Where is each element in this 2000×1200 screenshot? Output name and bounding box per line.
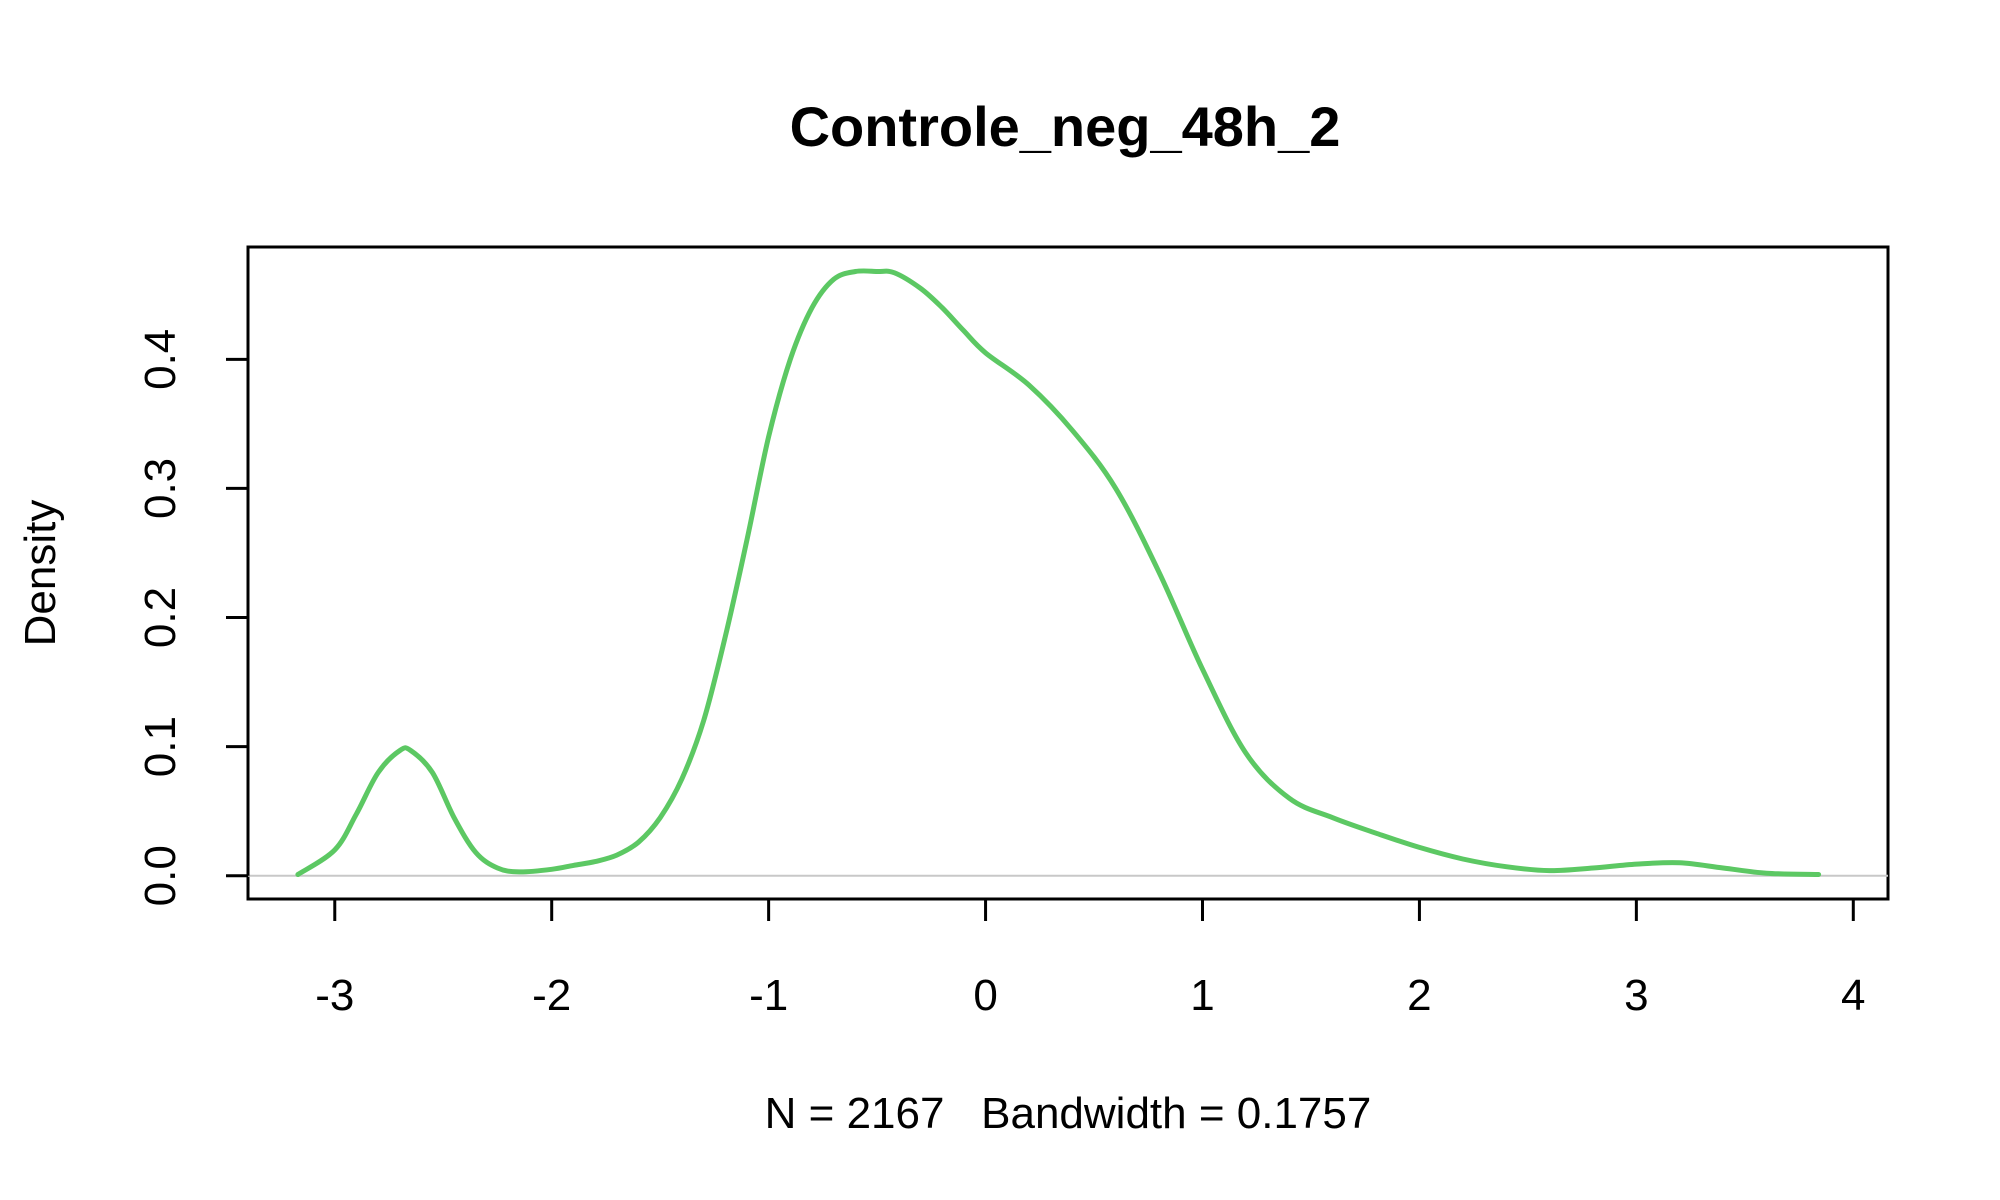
plot-frame [246, 245, 1890, 901]
x-tick-label: 4 [1841, 971, 1865, 1020]
x-tick-label: -2 [532, 971, 571, 1020]
y-tick-label: 0.2 [136, 587, 185, 648]
x-tick-label: 2 [1407, 971, 1431, 1020]
y-axis-label: Density [16, 500, 65, 647]
x-tick-label: -1 [749, 971, 788, 1020]
y-tick-label: 0.1 [136, 716, 185, 777]
y-tick-label: 0.4 [136, 329, 185, 390]
chart-title: Controle_neg_48h_2 [790, 95, 1341, 158]
x-tick-label: 3 [1624, 971, 1648, 1020]
y-tick-label: 0.3 [136, 458, 185, 519]
y-axis: 0.0 0.1 0.2 0.3 0.4 [136, 329, 250, 906]
x-tick-label: 0 [973, 971, 997, 1020]
x-tick-label: 1 [1190, 971, 1214, 1020]
x-axis: -3 -2 -1 0 1 2 3 4 [315, 897, 1866, 1020]
x-axis-label: N = 2167 Bandwidth = 0.1757 [765, 1089, 1372, 1138]
density-curve [295, 268, 1822, 877]
y-tick-label: 0.0 [136, 845, 185, 906]
x-tick-label: -3 [315, 971, 354, 1020]
